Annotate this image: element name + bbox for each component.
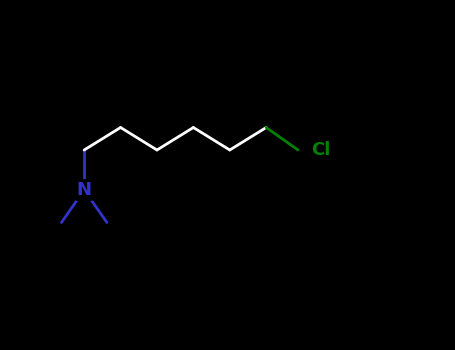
Text: Cl: Cl [311,141,330,159]
Text: N: N [77,181,91,199]
